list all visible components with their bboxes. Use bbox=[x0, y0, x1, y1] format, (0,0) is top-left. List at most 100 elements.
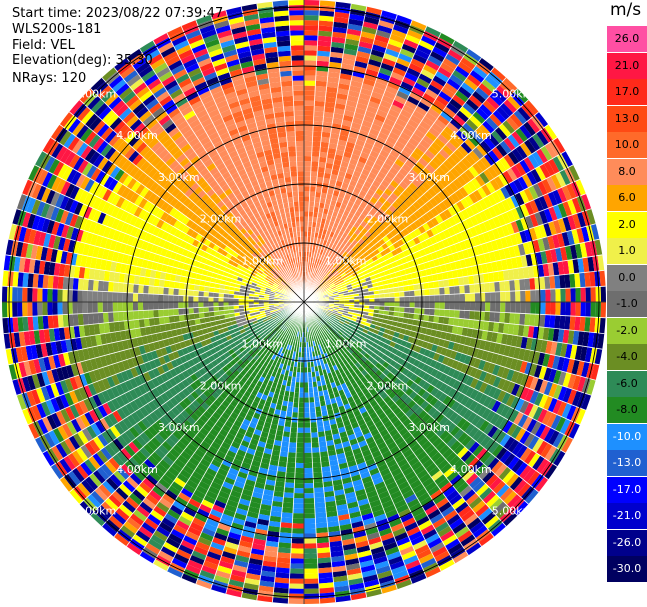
velocity-gate bbox=[359, 423, 368, 431]
velocity-gate bbox=[519, 447, 532, 462]
velocity-gate bbox=[455, 129, 468, 142]
velocity-gate bbox=[417, 207, 427, 217]
velocity-gate bbox=[158, 430, 169, 441]
velocity-gate bbox=[322, 342, 327, 348]
velocity-gate bbox=[377, 441, 388, 450]
velocity-gate bbox=[43, 432, 56, 448]
velocity-gate bbox=[315, 80, 328, 87]
velocity-gate bbox=[473, 358, 482, 369]
velocity-gate bbox=[304, 347, 307, 353]
velocity-gate bbox=[203, 560, 219, 571]
velocity-gate bbox=[352, 254, 359, 261]
velocity-gate bbox=[369, 305, 375, 310]
velocity-gate bbox=[241, 530, 255, 539]
velocity-gate bbox=[397, 154, 408, 164]
velocity-gate bbox=[331, 169, 340, 176]
velocity-gate bbox=[394, 454, 406, 464]
velocity-gate bbox=[325, 314, 331, 319]
velocity-gate bbox=[456, 326, 464, 336]
velocity-gate bbox=[55, 410, 67, 426]
velocity-gate bbox=[55, 442, 68, 459]
velocity-gate bbox=[282, 331, 287, 337]
velocity-gate bbox=[407, 155, 418, 166]
velocity-gate bbox=[293, 325, 297, 331]
velocity-gate bbox=[313, 286, 318, 291]
velocity-gate bbox=[217, 467, 229, 477]
velocity-gate bbox=[263, 343, 270, 349]
velocity-gate bbox=[332, 575, 349, 583]
velocity-gate bbox=[532, 455, 545, 471]
velocity-gate bbox=[405, 216, 414, 226]
velocity-gate bbox=[422, 135, 434, 146]
velocity-gate bbox=[161, 517, 176, 529]
velocity-gate bbox=[432, 242, 441, 252]
velocity-gate bbox=[465, 542, 482, 556]
velocity-gate bbox=[197, 444, 209, 454]
velocity-gate bbox=[414, 49, 430, 60]
velocity-gate bbox=[253, 486, 265, 494]
velocity-gate bbox=[365, 137, 376, 146]
velocity-gate bbox=[133, 375, 143, 387]
velocity-gate bbox=[304, 90, 316, 96]
velocity-gate bbox=[464, 195, 474, 207]
velocity-gate bbox=[229, 574, 246, 583]
velocity-gate bbox=[401, 405, 411, 415]
velocity-gate bbox=[304, 538, 317, 544]
velocity-gate bbox=[355, 182, 364, 190]
velocity-gate bbox=[505, 334, 513, 346]
velocity-gate bbox=[509, 233, 518, 246]
velocity-gate bbox=[327, 525, 341, 533]
velocity-gate bbox=[280, 522, 293, 529]
velocity-gate bbox=[347, 184, 356, 192]
velocity-gate bbox=[294, 387, 300, 393]
velocity-gate bbox=[325, 434, 334, 442]
velocity-gate bbox=[404, 267, 411, 275]
velocity-gate bbox=[76, 464, 89, 480]
velocity-gate bbox=[104, 497, 119, 512]
velocity-gate bbox=[557, 386, 568, 402]
velocity-gate bbox=[462, 249, 470, 259]
velocity-gate bbox=[372, 286, 379, 291]
velocity-gate bbox=[461, 327, 469, 337]
velocity-gate bbox=[349, 179, 358, 187]
velocity-gate bbox=[345, 562, 361, 571]
velocity-gate bbox=[226, 499, 239, 508]
velocity-gate bbox=[396, 275, 403, 283]
velocity-gate bbox=[319, 197, 326, 204]
velocity-gate bbox=[340, 316, 347, 321]
velocity-gate bbox=[515, 290, 521, 302]
velocity-gate bbox=[419, 454, 431, 465]
velocity-gate bbox=[291, 412, 299, 418]
velocity-gate bbox=[506, 222, 515, 236]
velocity-gate bbox=[491, 428, 503, 442]
velocity-gate bbox=[342, 238, 349, 245]
velocity-gate bbox=[147, 400, 158, 412]
velocity-gate bbox=[236, 415, 245, 424]
velocity-gate bbox=[40, 401, 52, 417]
velocity-gate bbox=[385, 113, 398, 123]
velocity-gate bbox=[348, 340, 355, 346]
velocity-gate bbox=[496, 85, 511, 100]
velocity-gate bbox=[519, 313, 526, 326]
velocity-gate bbox=[360, 355, 368, 363]
velocity-gate bbox=[317, 426, 325, 433]
velocity-gate bbox=[250, 417, 259, 425]
velocity-gate bbox=[428, 260, 436, 269]
velocity-gate bbox=[452, 178, 463, 190]
velocity-gate bbox=[314, 502, 326, 509]
velocity-gate bbox=[428, 244, 436, 254]
velocity-gate bbox=[555, 302, 561, 316]
velocity-gate bbox=[361, 26, 377, 35]
velocity-gate bbox=[403, 396, 413, 406]
velocity-gate bbox=[342, 352, 349, 359]
velocity-gate bbox=[444, 302, 450, 310]
velocity-gate bbox=[412, 319, 419, 327]
velocity-gate bbox=[354, 332, 361, 338]
velocity-gate bbox=[574, 316, 581, 331]
velocity-gate bbox=[94, 487, 109, 502]
velocity-gate bbox=[324, 269, 330, 275]
velocity-gate bbox=[71, 450, 85, 465]
velocity-gate bbox=[256, 518, 270, 526]
velocity-gate bbox=[348, 243, 355, 250]
velocity-gate bbox=[162, 493, 176, 505]
